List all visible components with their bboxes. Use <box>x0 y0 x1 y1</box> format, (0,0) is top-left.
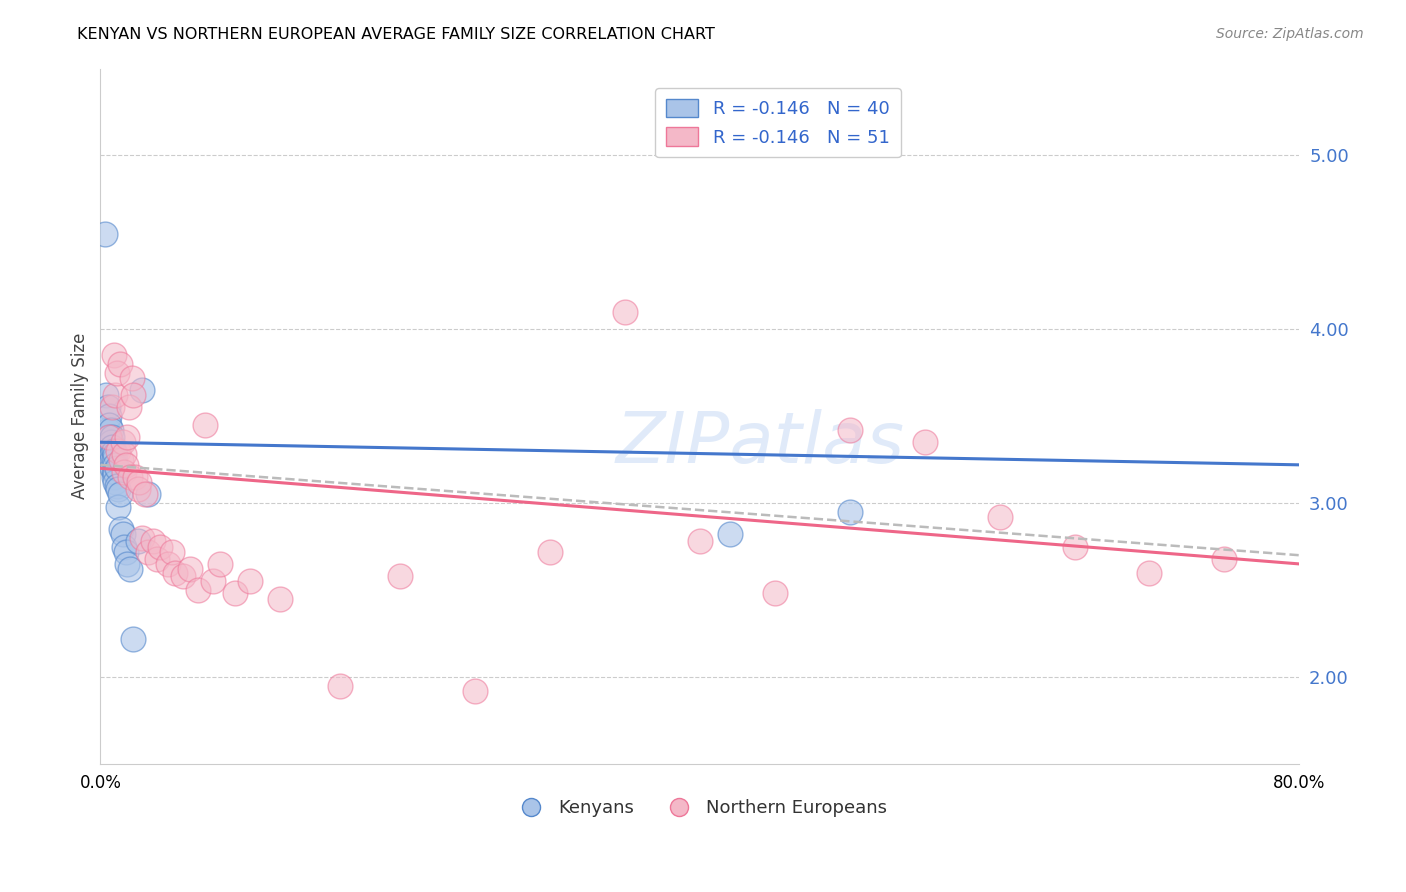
Point <box>988 510 1011 524</box>
Point <box>112 540 135 554</box>
Point <box>98 430 121 444</box>
Point <box>131 531 153 545</box>
Point <box>101 441 124 455</box>
Point <box>110 522 132 536</box>
Point <box>103 452 125 467</box>
Point <box>101 452 124 467</box>
Point <box>165 566 187 580</box>
Point <box>98 417 121 432</box>
Point <box>464 683 486 698</box>
Point <box>111 527 134 541</box>
Text: Source: ZipAtlas.com: Source: ZipAtlas.com <box>1216 27 1364 41</box>
Point <box>104 465 127 479</box>
Point <box>94 227 117 241</box>
Point <box>97 401 120 415</box>
Point <box>128 475 150 490</box>
Point <box>127 534 149 549</box>
Point <box>149 540 172 554</box>
Point <box>136 487 159 501</box>
Point <box>763 586 786 600</box>
Point <box>179 562 201 576</box>
Point <box>103 465 125 479</box>
Point <box>162 545 184 559</box>
Point <box>389 569 412 583</box>
Point <box>117 430 139 444</box>
Point <box>538 545 561 559</box>
Point <box>103 470 125 484</box>
Point <box>689 534 711 549</box>
Point <box>105 461 128 475</box>
Point <box>110 452 132 467</box>
Point <box>120 470 142 484</box>
Point <box>201 574 224 589</box>
Point <box>103 348 125 362</box>
Point <box>118 401 141 415</box>
Point <box>156 557 179 571</box>
Point <box>117 557 139 571</box>
Point <box>98 409 121 424</box>
Point <box>136 545 159 559</box>
Point <box>239 574 262 589</box>
Point <box>209 557 232 571</box>
Point <box>120 562 142 576</box>
Point <box>100 435 122 450</box>
Point <box>838 423 860 437</box>
Point <box>104 458 127 472</box>
Point <box>131 383 153 397</box>
Point <box>134 487 156 501</box>
Point <box>104 388 127 402</box>
Point <box>187 582 209 597</box>
Point <box>269 591 291 606</box>
Point <box>718 527 741 541</box>
Point <box>103 444 125 458</box>
Point <box>107 500 129 514</box>
Point <box>112 447 135 461</box>
Point <box>105 479 128 493</box>
Point <box>127 482 149 496</box>
Point <box>107 482 129 496</box>
Point <box>1139 566 1161 580</box>
Point <box>329 679 352 693</box>
Y-axis label: Average Family Size: Average Family Size <box>72 333 89 500</box>
Point <box>104 475 127 490</box>
Text: KENYAN VS NORTHERN EUROPEAN AVERAGE FAMILY SIZE CORRELATION CHART: KENYAN VS NORTHERN EUROPEAN AVERAGE FAMI… <box>77 27 716 42</box>
Point <box>101 401 124 415</box>
Point <box>101 447 124 461</box>
Point <box>101 461 124 475</box>
Point <box>100 423 122 437</box>
Point <box>111 435 134 450</box>
Point <box>122 632 145 646</box>
Point <box>124 470 146 484</box>
Point <box>105 366 128 380</box>
Point <box>104 447 127 461</box>
Point <box>194 417 217 432</box>
Point <box>1063 540 1085 554</box>
Legend: Kenyans, Northern Europeans: Kenyans, Northern Europeans <box>506 792 894 824</box>
Point <box>142 534 165 549</box>
Point <box>146 551 169 566</box>
Point <box>100 444 122 458</box>
Point <box>107 444 129 458</box>
Point <box>101 430 124 444</box>
Point <box>122 388 145 402</box>
Point <box>1213 551 1236 566</box>
Point <box>914 435 936 450</box>
Point <box>121 371 143 385</box>
Point <box>114 545 136 559</box>
Point <box>112 465 135 479</box>
Point <box>97 423 120 437</box>
Point <box>613 305 636 319</box>
Point <box>224 586 246 600</box>
Point <box>114 458 136 472</box>
Point <box>98 430 121 444</box>
Point <box>96 388 118 402</box>
Point <box>108 357 131 371</box>
Point <box>172 569 194 583</box>
Text: ZIPatlas: ZIPatlas <box>616 409 904 478</box>
Point <box>108 487 131 501</box>
Point <box>838 505 860 519</box>
